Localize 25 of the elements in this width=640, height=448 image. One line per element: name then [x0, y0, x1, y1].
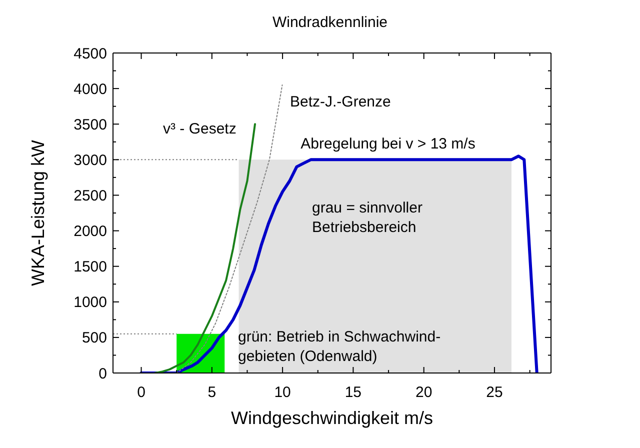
series-label: Betz-J.-Grenze [290, 93, 391, 110]
annotation: grau = sinnvoller Betriebsbereich [312, 199, 422, 236]
y-tick-label: 0 [98, 365, 107, 382]
y-tick-label: 500 [82, 330, 107, 347]
x-tick-label: 0 [137, 384, 146, 401]
y-tick-label: 4500 [74, 45, 107, 62]
y-tick-label: 2500 [74, 187, 107, 204]
y-axis-title: WKA-Leistung kW [28, 140, 48, 286]
chart-title: Windradkennlinie [272, 14, 388, 31]
annotation: Abregelung bei v > 13 m/s [300, 135, 476, 152]
y-tick-label: 1500 [74, 258, 107, 276]
x-tick-label: 5 [208, 384, 216, 401]
series-label: v³ - Gesetz [163, 120, 236, 138]
y-tick-label: 2000 [74, 223, 107, 240]
y-tick-label: 3500 [74, 116, 107, 134]
y-tick-label: 3000 [74, 152, 107, 169]
x-tick-label: 10 [274, 384, 291, 401]
line-series [140, 154, 538, 373]
x-tick-label: 25 [486, 384, 503, 401]
y-tick-label: 1000 [74, 294, 107, 312]
y-tick-label: 4000 [74, 80, 107, 98]
annotation: grün: Betrieb in Schwachwind- gebieten (Odenwald) [238, 328, 441, 365]
x-axis-title: Windgeschwindigkeit m/s [230, 408, 434, 428]
x-tick-label: 20 [415, 384, 432, 401]
x-tick-label: 15 [344, 384, 362, 401]
